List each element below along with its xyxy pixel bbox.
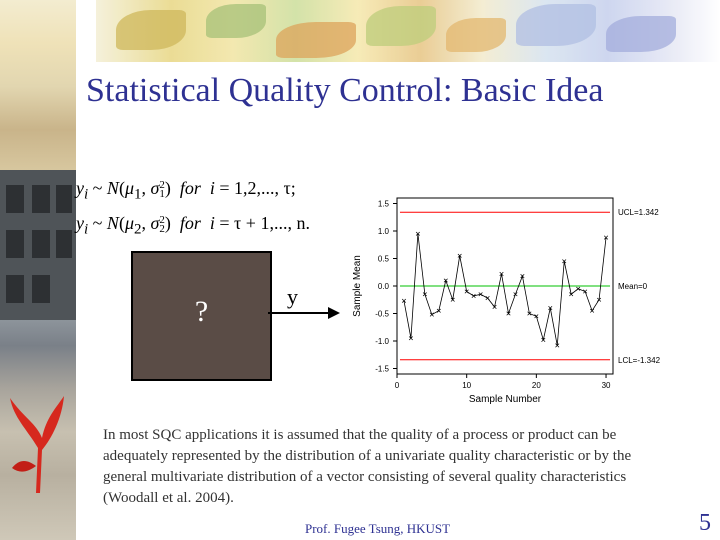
data-point xyxy=(408,336,413,341)
data-point xyxy=(590,308,595,313)
y-tick-label: -1.5 xyxy=(375,365,389,374)
data-point xyxy=(478,292,483,297)
data-point xyxy=(562,259,567,264)
red-sculpture-image xyxy=(10,396,64,493)
decorative-side-photo xyxy=(0,0,76,540)
control-chart: 1.5 1.0 0.5 0.0 -0.5 -1.0 -1.5 0 10 20 30 Sample Nu… xyxy=(352,197,661,405)
x-tick-label: 0 xyxy=(395,381,400,390)
mean-label: Mean=0 xyxy=(618,282,648,291)
y-tick-label: -0.5 xyxy=(375,310,389,319)
data-point xyxy=(485,296,490,301)
data-point xyxy=(506,311,511,316)
y-tick-label: 1.0 xyxy=(378,227,390,236)
data-point xyxy=(499,271,504,276)
equation-after-change: yi ~ N(μ2, σ2 2) for i = τ + 1,..., n. xyxy=(76,213,310,238)
data-point xyxy=(576,286,581,291)
y-tick-label: 0.0 xyxy=(378,282,390,291)
x-tick-label: 20 xyxy=(532,381,541,390)
data-point xyxy=(422,292,427,297)
y-tick-label: -1.0 xyxy=(375,337,389,346)
data-point xyxy=(597,297,602,302)
data-point xyxy=(603,235,609,240)
footer-author: Prof. Fugee Tsung, HKUST xyxy=(305,521,451,536)
slide-title: Statistical Quality Control: Basic Idea xyxy=(86,72,604,109)
data-point xyxy=(464,289,469,294)
output-y-label: y xyxy=(287,284,298,309)
data-point xyxy=(555,343,560,348)
data-point xyxy=(471,293,476,298)
data-point xyxy=(415,231,420,236)
y-tick-label: 1.5 xyxy=(378,200,390,209)
output-arrow-icon xyxy=(268,307,340,319)
data-point xyxy=(520,274,525,279)
data-point xyxy=(569,292,574,297)
lcl-label: LCL=-1.342 xyxy=(618,356,661,365)
unknown-process-label: ? xyxy=(194,295,209,328)
data-point xyxy=(401,298,407,303)
data-point xyxy=(583,289,588,294)
data-point xyxy=(541,337,546,342)
decorative-banner xyxy=(96,0,720,62)
data-point xyxy=(450,297,455,302)
body-paragraph: In most SQC applications it is assumed t… xyxy=(103,427,632,506)
equation-before-change: yi ~ N(μ1, σ2 1) for i = 1,2,..., τ; xyxy=(76,178,296,203)
x-axis-label: Sample Number xyxy=(469,394,542,405)
data-point xyxy=(513,292,518,297)
y-tick-label: 0.5 xyxy=(378,255,390,264)
data-point xyxy=(457,253,462,258)
page-number: 5 xyxy=(699,510,711,536)
y-axis-label: Sample Mean xyxy=(352,255,363,317)
data-point xyxy=(492,304,497,309)
data-point xyxy=(534,314,539,319)
x-tick-label: 10 xyxy=(462,381,471,390)
data-point xyxy=(436,308,441,313)
data-point xyxy=(548,305,553,311)
x-tick-label: 30 xyxy=(602,381,611,390)
data-point xyxy=(443,278,448,283)
ucl-label: UCL=1.342 xyxy=(618,208,659,217)
data-point xyxy=(527,311,532,316)
data-point xyxy=(429,312,434,317)
process-black-box: ? xyxy=(131,251,272,381)
